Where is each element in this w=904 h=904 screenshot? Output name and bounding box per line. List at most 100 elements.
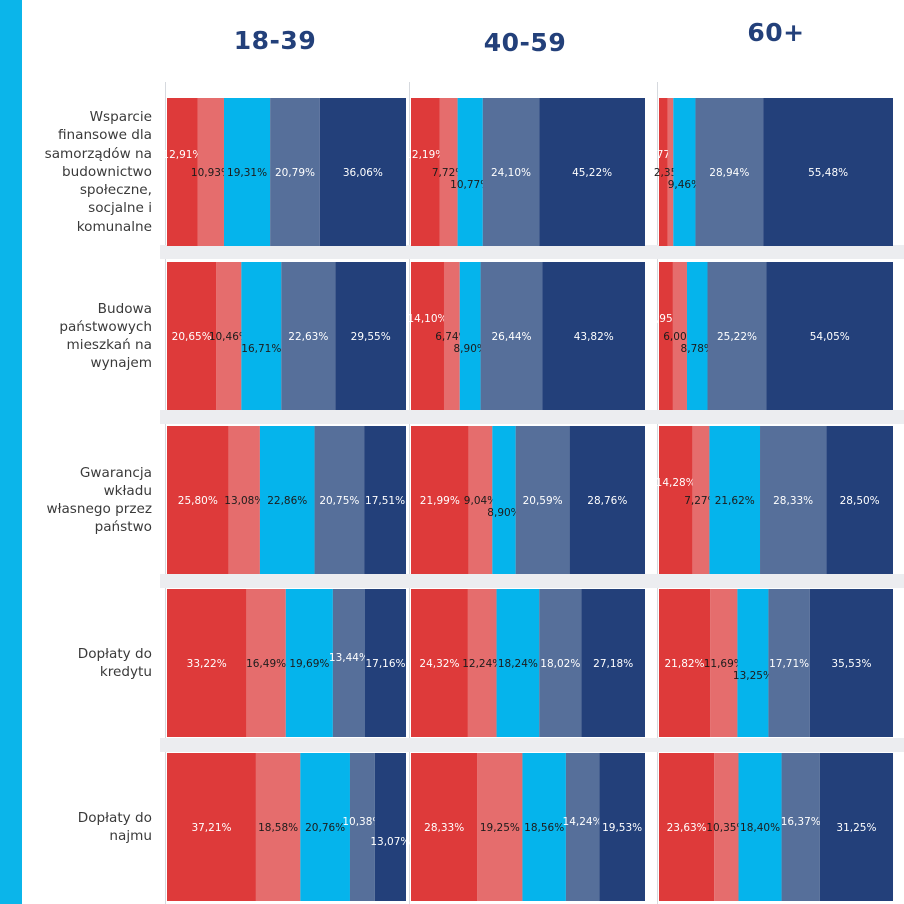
- bar-segment-60+-1-4: [695, 98, 764, 246]
- data-label-18-39-5-3: 20,76%: [305, 822, 345, 834]
- bar-segment-40-59-4-4: [539, 589, 582, 737]
- bar-segment-40-59-3-2: [468, 426, 493, 574]
- data-label-60+-4-4: 17,71%: [769, 658, 809, 670]
- data-label-18-39-3-2: 13,08%: [224, 495, 264, 507]
- bar-segment-40-59-5-4: [565, 753, 600, 901]
- row-label-line: społeczne,: [79, 182, 152, 199]
- bar-segment-40-59-4-1: [411, 589, 468, 737]
- bar-segment-60+-5-1: [659, 753, 715, 901]
- data-label-18-39-2-4: 22,63%: [288, 331, 328, 343]
- data-label-18-39-1-4: 20,79%: [275, 167, 315, 179]
- data-label-18-39-4-3: 19,69%: [289, 658, 329, 670]
- data-label-40-59-4-5: 27,18%: [593, 658, 633, 670]
- data-label-40-59-4-3: 18,24%: [498, 658, 538, 670]
- bar-segment-40-59-5-5: [599, 753, 645, 901]
- bar-segment-18-39-4-5: [364, 589, 406, 737]
- bar-segment-40-59-2-3: [459, 262, 481, 410]
- bar-segment-40-59-2-1: [411, 262, 444, 410]
- bar-segment-18-39-4-4: [332, 589, 365, 737]
- row-label-line: Dopłaty do: [77, 645, 152, 662]
- data-label-60+-3-1: 14,28%: [656, 477, 696, 489]
- data-label-18-39-3-5: 17,51%: [365, 495, 405, 507]
- group-divider: [409, 82, 410, 904]
- bar-segment-18-39-3-2: [228, 426, 260, 574]
- bar-segment-60+-3-5: [826, 426, 893, 574]
- data-label-60+-2-5: 54,05%: [810, 331, 850, 343]
- data-label-60+-1-5: 55,48%: [808, 167, 848, 179]
- bar-segment-60+-4-4: [768, 589, 810, 737]
- data-label-40-59-1-2: 7,72%: [432, 167, 465, 179]
- row-label-line: kredytu: [99, 664, 152, 680]
- bar-segment-40-59-3-1: [411, 426, 469, 574]
- row-label-budowa: Budowa państwowych mieszkań na wynajem: [28, 262, 152, 410]
- bar-segment-40-59-1-5: [539, 98, 645, 246]
- data-label-18-39-2-1: 20,65%: [172, 331, 212, 343]
- bar-segment-18-39-5-3: [300, 753, 350, 901]
- data-label-40-59-1-5: 45,22%: [572, 167, 612, 179]
- bar-segment-40-59-2-2: [443, 262, 460, 410]
- row-label-line: Gwarancja: [79, 464, 152, 481]
- data-label-18-39-2-3: 16,71%: [241, 343, 281, 355]
- data-label-60+-5-3: 18,40%: [740, 822, 780, 834]
- data-label-40-59-5-4: 14,24%: [563, 816, 603, 828]
- data-label-18-39-3-3: 22,86%: [267, 495, 307, 507]
- data-label-18-39-3-4: 20,75%: [319, 495, 359, 507]
- data-label-40-59-5-3: 18,56%: [524, 822, 564, 834]
- data-label-18-39-4-4: 13,44%: [329, 652, 369, 664]
- row-label-line: najmu: [109, 828, 152, 844]
- data-label-18-39-5-5: 13,07%: [370, 836, 410, 848]
- data-label-60+-3-3: 21,62%: [715, 495, 755, 507]
- bar-segment-40-59-2-4: [480, 262, 543, 410]
- data-label-40-59-3-1: 21,99%: [420, 495, 460, 507]
- data-label-60+-2-3: 8,78%: [681, 343, 714, 355]
- row-separator: [160, 574, 904, 588]
- bar-segment-18-39-5-5: [374, 753, 406, 901]
- group-title-18-39: 18-39: [233, 26, 317, 55]
- bar-segment-60+-3-3: [709, 426, 761, 574]
- accent-side-bar: [0, 0, 22, 904]
- data-label-40-59-5-2: 19,25%: [480, 822, 520, 834]
- data-label-18-39-3-1: 25,80%: [178, 495, 218, 507]
- data-label-40-59-2-5: 43,82%: [574, 331, 614, 343]
- row-label-line: mieszkań na: [66, 337, 152, 353]
- bar-segment-18-39-2-4: [281, 262, 336, 410]
- data-label-40-59-1-4: 24,10%: [491, 167, 531, 179]
- data-label-18-39-5-1: 37,21%: [191, 822, 231, 834]
- bar-segment-40-59-1-1: [411, 98, 440, 246]
- bar-segment-18-39-3-3: [259, 426, 315, 574]
- data-label-60+-4-2: 11,69%: [704, 658, 744, 670]
- bar-segment-60+-3-4: [760, 426, 827, 574]
- row-label-line: Wsparcie: [89, 109, 152, 126]
- row-label-line: socjalne i: [88, 200, 152, 217]
- data-label-40-59-4-4: 18,02%: [540, 658, 580, 670]
- data-label-40-59-5-1: 28,33%: [424, 822, 464, 834]
- row-label-line: komunalne: [76, 218, 152, 235]
- data-label-18-39-1-5: 36,06%: [343, 167, 383, 179]
- bar-segment-18-39-4-1: [167, 589, 247, 737]
- bar-segment-18-39-1-2: [197, 98, 224, 246]
- bar-segment-40-59-3-4: [515, 426, 570, 574]
- data-label-60+-5-5: 31,25%: [836, 822, 876, 834]
- data-label-60+-1-3: 9,46%: [668, 179, 701, 191]
- row-separator: [160, 410, 904, 424]
- bar-segment-18-39-2-5: [335, 262, 406, 410]
- bar-segment-40-59-3-5: [569, 426, 645, 574]
- bar-segment-60+-5-5: [819, 753, 894, 901]
- data-label-40-59-1-1: 12,19%: [405, 149, 445, 161]
- data-label-40-59-4-2: 12,24%: [462, 658, 502, 670]
- group-divider: [657, 82, 658, 904]
- bar-segment-60+-5-4: [781, 753, 820, 901]
- bar-segment-40-59-1-4: [482, 98, 540, 246]
- bar-segment-18-39-1-1: [167, 98, 198, 246]
- bar-segment-18-39-2-1: [167, 262, 217, 410]
- bar-segment-60+-5-3: [738, 753, 782, 901]
- data-label-40-59-3-4: 20,59%: [523, 495, 563, 507]
- bar-segment-60+-2-2: [672, 262, 687, 410]
- bar-segment-60+-3-1: [659, 426, 693, 574]
- bar-segment-40-59-5-2: [477, 753, 523, 901]
- bar-segment-60+-1-5: [763, 98, 893, 246]
- data-label-18-39-2-5: 29,55%: [351, 331, 391, 343]
- group-title-40-59: 40-59: [483, 28, 567, 57]
- data-label-40-59-2-1: 14,10%: [407, 313, 447, 325]
- data-label-18-39-1-1: 12,91%: [162, 149, 202, 161]
